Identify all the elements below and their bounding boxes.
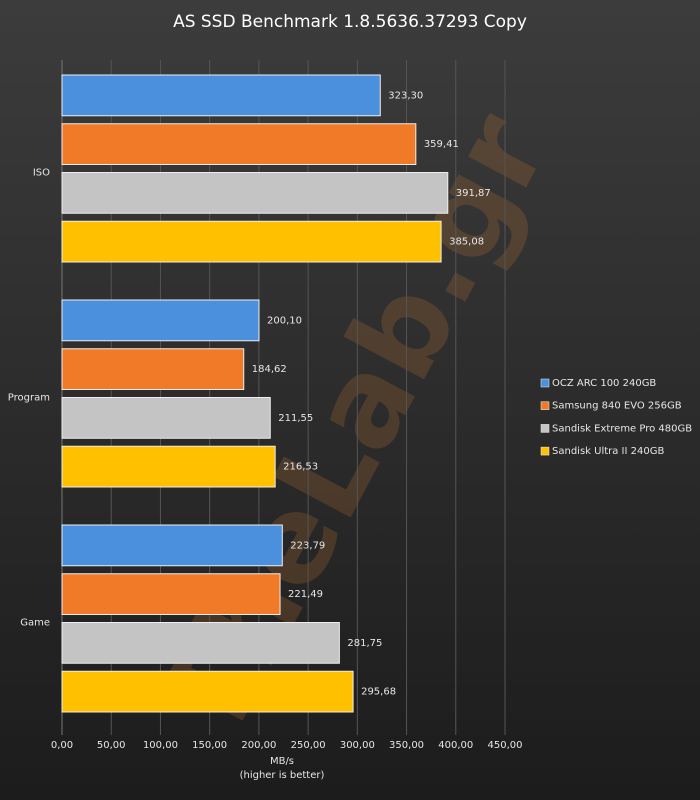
x-tick-label: 250,00 (291, 740, 326, 751)
bar (61, 573, 281, 615)
value-label: 221,49 (288, 589, 323, 600)
chart-title: AS SSD Benchmark 1.8.5636.37293 Copy (173, 12, 527, 32)
legend-swatch (540, 446, 550, 456)
x-tick-label: 150,00 (192, 740, 227, 751)
legend-swatch (540, 378, 550, 388)
value-label: 200,10 (267, 315, 302, 326)
value-label: 359,41 (424, 139, 459, 150)
legend-swatch (540, 424, 550, 433)
value-label: 281,75 (347, 638, 382, 649)
x-tick-label: 0,00 (51, 740, 73, 751)
bar (61, 74, 381, 117)
bar (61, 670, 354, 713)
x-axis-note: (higher is better) (240, 770, 325, 781)
x-tick-label: 100,00 (143, 740, 178, 751)
y-tick-label: Game (20, 618, 50, 629)
bar (61, 445, 276, 488)
y-tick-label: Program (8, 393, 50, 404)
bar (61, 348, 245, 390)
value-label: 391,87 (456, 188, 491, 199)
legend-label: Samsung 840 EVO 256GB (552, 401, 682, 412)
legend-label: Sandisk Ultra II 240GB (552, 446, 664, 457)
x-tick-label: 300,00 (340, 740, 375, 751)
value-label: 216,53 (283, 462, 318, 473)
value-label: 223,79 (290, 540, 325, 551)
y-tick-label: ISO (33, 168, 50, 179)
value-label: 323,30 (388, 90, 423, 101)
x-tick-label: 50,00 (97, 740, 126, 751)
bar (61, 524, 283, 567)
bar (61, 299, 260, 342)
legend-swatch (540, 401, 550, 410)
bar (61, 220, 442, 263)
x-tick-label: 200,00 (241, 740, 276, 751)
bar (61, 172, 449, 214)
x-axis-title: MB/s (270, 756, 294, 767)
x-tick-label: 450,00 (488, 740, 523, 751)
x-tick-label: 350,00 (389, 740, 424, 751)
value-label: 211,55 (278, 413, 313, 424)
bar (61, 622, 340, 664)
x-tick-label: 400,00 (438, 740, 473, 751)
value-label: 385,08 (449, 237, 484, 248)
legend-label: OCZ ARC 100 240GB (552, 378, 656, 389)
value-label: 295,68 (361, 687, 396, 698)
bar (61, 123, 417, 165)
value-label: 184,62 (252, 364, 287, 375)
bar (61, 397, 271, 439)
legend-label: Sandisk Extreme Pro 480GB (552, 423, 692, 434)
